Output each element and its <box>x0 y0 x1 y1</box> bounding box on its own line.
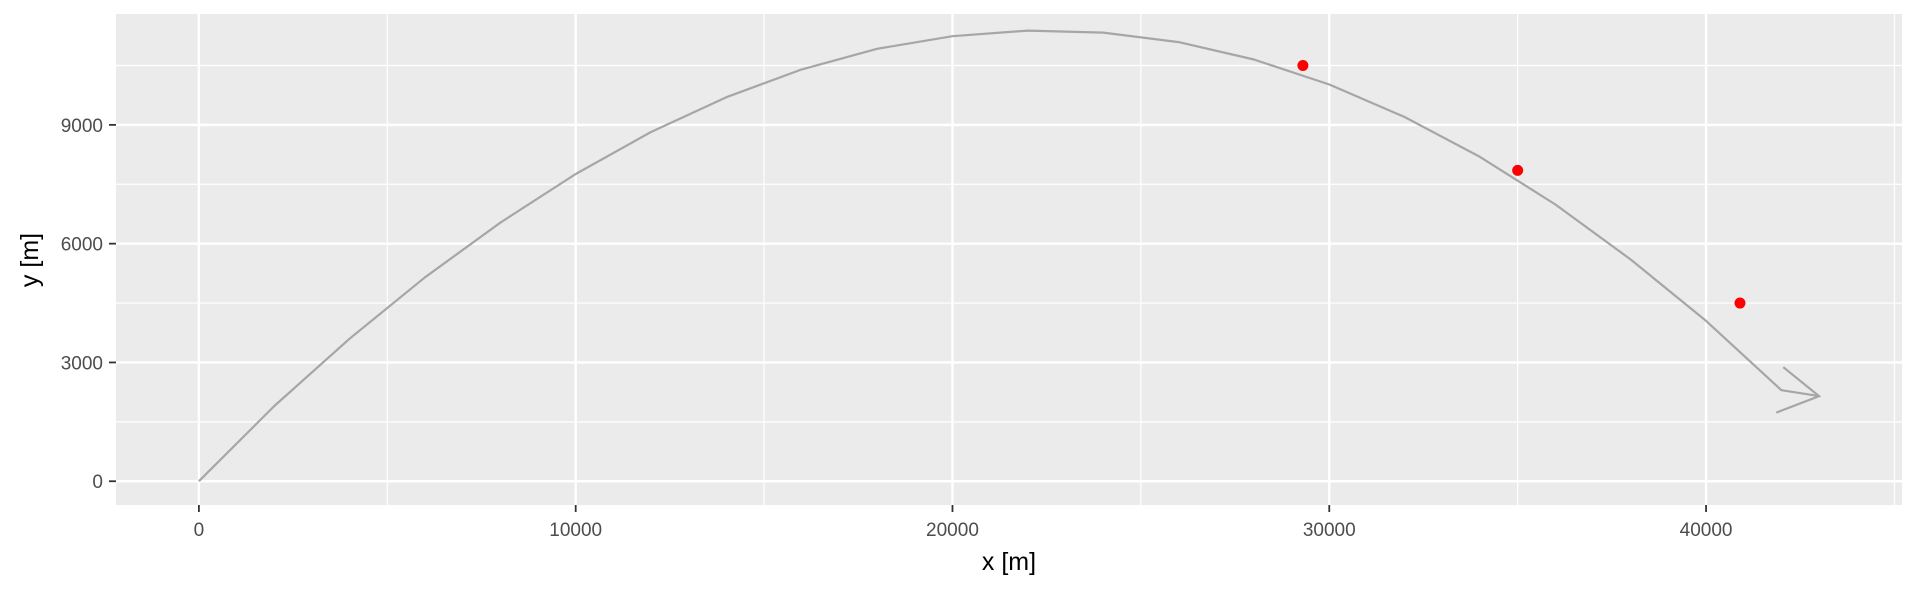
y-axis: 0 3000 6000 9000 <box>61 116 116 493</box>
y-tick-label: 3000 <box>61 353 103 374</box>
major-gridlines <box>116 14 1902 505</box>
observation-points-layer <box>1297 59 1746 309</box>
y-tick-label: 0 <box>92 472 103 493</box>
x-axis-title: x [m] <box>982 548 1036 576</box>
plot-panel <box>116 14 1902 505</box>
minor-gridlines <box>116 14 1902 505</box>
trajectory-arrowhead <box>1775 366 1822 414</box>
trajectory-line <box>198 29 1820 482</box>
trajectory-line-layer <box>198 29 1822 482</box>
x-tick-label: 30000 <box>1303 520 1356 541</box>
x-axis: 0 10000 20000 30000 40000 <box>194 505 1733 541</box>
y-axis-title: y [m] <box>16 233 44 287</box>
x-tick-label: 10000 <box>549 520 602 541</box>
data-point <box>1512 164 1524 176</box>
data-point <box>1734 297 1746 309</box>
x-tick-label: 40000 <box>1680 520 1733 541</box>
data-point <box>1297 59 1309 71</box>
x-tick-label: 20000 <box>926 520 979 541</box>
x-tick-label: 0 <box>194 520 205 541</box>
y-tick-label: 9000 <box>61 116 103 137</box>
y-tick-label: 6000 <box>61 235 103 256</box>
